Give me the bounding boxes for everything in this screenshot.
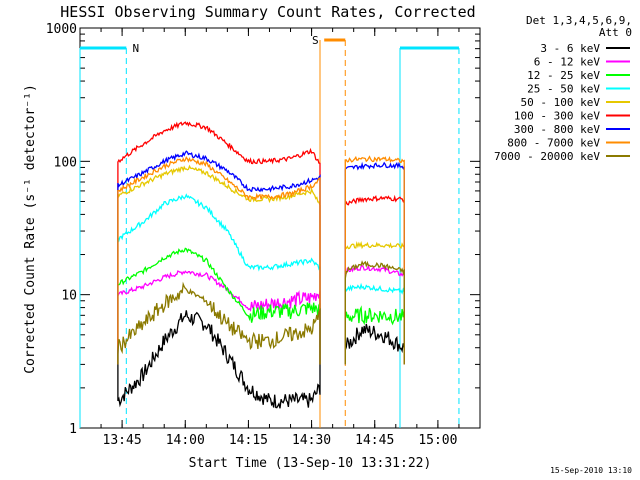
legend-label: 50 - 100 keV: [521, 96, 601, 109]
series-3-6keV: [117, 310, 405, 409]
series-7000-20000keV: [117, 260, 405, 365]
series-25-50keV: [117, 193, 405, 365]
legend-label: 3 - 6 keV: [540, 42, 600, 55]
legend-label: 800 - 7000 keV: [507, 137, 600, 150]
y-tick-label: 1: [69, 422, 77, 437]
legend-label: 6 - 12 keV: [534, 56, 601, 69]
y-tick-label: 10: [61, 289, 77, 304]
observation-markers: NS: [79, 34, 460, 428]
series-100-300keV: [117, 121, 405, 365]
x-tick-label: 13:45: [103, 433, 142, 448]
legend-label: 300 - 800 keV: [514, 123, 600, 136]
series-12-25keV: [117, 247, 405, 365]
legend-label: 25 - 50 keV: [527, 83, 600, 96]
legend-label: 100 - 300 keV: [514, 110, 600, 123]
series-line: [117, 247, 321, 365]
series-lines: [117, 121, 405, 409]
axis-ticks: 13:45 14:00 14:15 14:30 14:45 15:00 1 10 100 1000: [46, 22, 481, 448]
x-tick-label: 14:45: [355, 433, 394, 448]
series-line: [117, 270, 321, 365]
series-line: [344, 323, 405, 365]
series-50-100keV: [117, 164, 405, 365]
y-tick-label: 1000: [46, 22, 77, 37]
legend-label: 12 - 25 keV: [527, 69, 600, 82]
chart-title: HESSI Observing Summary Count Rates, Cor…: [60, 3, 475, 21]
series-line: [344, 161, 405, 365]
timestamp: 15-Sep-2010 13:10: [550, 466, 632, 475]
x-tick-label: 14:30: [292, 433, 331, 448]
series-300-800keV: [117, 150, 405, 365]
series-line: [117, 156, 321, 365]
y-tick-label: 100: [54, 155, 77, 170]
x-tick-label: 15:00: [418, 433, 457, 448]
series-line: [344, 194, 405, 365]
legend-header: Det 1,3,4,5,6,9,: [526, 14, 632, 27]
y-axis-label: Corrected Count Rate (s⁻¹ detector⁻¹): [23, 84, 38, 374]
legend-header: Att 0: [599, 26, 632, 39]
x-tick-label: 14:00: [166, 433, 205, 448]
series-line: [344, 155, 405, 365]
series-line: [344, 240, 405, 365]
series-line: [117, 164, 321, 365]
series-line: [117, 150, 321, 365]
x-axis-label: Start Time (13-Sep-10 13:31:22): [189, 456, 432, 471]
series-line: [117, 121, 321, 365]
series-line: [344, 305, 405, 365]
saa-label: S: [312, 34, 319, 47]
x-tick-label: 14:15: [229, 433, 268, 448]
series-800-7000keV: [117, 155, 405, 365]
series-line: [117, 281, 321, 365]
series-line: [344, 260, 405, 365]
night-label: N: [133, 42, 140, 55]
legend-label: 7000 - 20000 keV: [494, 150, 600, 163]
series-line: [117, 310, 321, 409]
series-line: [117, 193, 321, 365]
series-line: [344, 282, 405, 365]
